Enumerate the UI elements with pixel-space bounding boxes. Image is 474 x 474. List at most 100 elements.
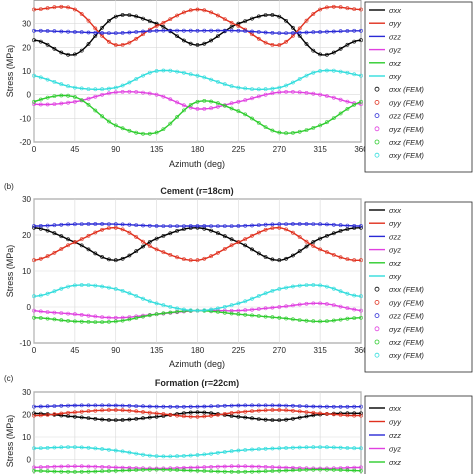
fem-marker-yy [352,413,357,418]
fem-marker-yz [66,464,71,469]
fem-marker-zz [290,222,295,226]
fem-marker-zz [141,223,145,228]
fem-marker-xx [311,413,316,418]
fem-marker-xz [338,317,343,322]
fem-marker-xz [359,99,363,104]
fem-marker-yz [86,313,91,318]
fem-marker-xx [161,24,166,29]
fem-marker-zz [93,30,98,35]
legend-entry-label: σxy [389,72,402,81]
fem-marker-xz [284,316,289,321]
legend-entry-label: σzz (FEM) [389,112,424,121]
fem-marker-xz [147,467,152,472]
fem-marker-xy [100,87,105,92]
fem-marker-xz [45,95,50,100]
fem-marker-xy [168,454,173,459]
fem-marker-xx [202,410,207,415]
fem-marker-xz [345,107,350,111]
legend-entry-label: σxx (FEM) [389,285,424,294]
fem-marker-xy [181,453,186,458]
fem-marker-xx [52,46,57,51]
fem-marker-xz [229,106,234,111]
fem-marker-zz [66,29,71,34]
legend-marker-swatch [374,326,380,332]
fem-marker-zz [175,224,180,229]
y-tick-label: -20 [19,138,31,147]
fem-marker-yy [161,412,166,416]
fem-marker-xy [141,452,145,457]
panel-c-legend: σxx σyy σzz σyz σxz [369,404,402,467]
fem-marker-xy [270,446,275,451]
fem-marker-xx [277,14,282,19]
fem-marker-xz [324,467,329,472]
fem-marker-zz [359,224,363,228]
fem-marker-xx [45,228,50,233]
fem-marker-yz [188,465,193,470]
fem-marker-zz [243,223,248,228]
fem-marker-xy [66,445,71,450]
fem-marker-yz [202,107,207,111]
fem-marker-yz [236,99,241,104]
fem-marker-zz [195,404,200,409]
fem-marker-yz [38,465,43,470]
fem-marker-xz [345,468,350,473]
fem-marker-xx [297,249,302,254]
fem-marker-yy [229,20,234,25]
fem-marker-yy [284,408,289,413]
fem-marker-xz [45,469,50,474]
fem-marker-yy [181,257,186,262]
fem-marker-xx [181,38,186,43]
fem-marker-zz [45,223,50,228]
fem-marker-xy [352,293,357,298]
fem-marker-xx [120,418,125,422]
fem-marker-xz [175,115,180,119]
fem-marker-xz [175,468,180,472]
fem-marker-xx [243,19,248,24]
y-tick-label: 20 [22,43,31,52]
legend-entry-label: σzz [389,32,401,41]
panel-c-series [32,403,363,474]
fem-marker-yz [331,95,336,100]
fem-marker-yy [113,225,118,230]
fem-marker-xz [222,310,227,315]
fem-marker-xz [209,469,214,474]
fem-marker-zz [250,403,254,408]
fem-marker-xx [100,25,105,30]
fem-marker-yy [250,233,254,238]
legend-entry-label: σyz [389,445,401,454]
fem-marker-xy [297,445,302,450]
fem-marker-xy [338,69,343,74]
fem-marker-zz [59,29,64,34]
fem-marker-yy [229,243,234,248]
fem-marker-yz [263,306,268,311]
fem-marker-zz [52,29,57,34]
fem-marker-yz [93,94,98,99]
fem-marker-zz [202,28,207,33]
fem-marker-yz [52,102,57,107]
fem-marker-yy [161,20,166,25]
fem-marker-xy [236,448,241,453]
fem-marker-yy [134,409,139,414]
fem-marker-xx [256,14,261,19]
series-line-zz [34,223,361,227]
fem-marker-xx [107,418,111,422]
fem-marker-zz [73,403,77,408]
x-tick-label: 135 [150,145,164,154]
legend-entry-label: σzz (FEM) [389,312,424,321]
fem-marker-xz [66,318,71,323]
fem-marker-zz [181,404,186,409]
fem-marker-xy [263,87,268,92]
fem-marker-xz [113,123,118,128]
fem-marker-zz [338,29,343,34]
fem-marker-yz [181,103,186,108]
fem-marker-zz [284,31,289,35]
fem-marker-xx [270,257,275,262]
fem-marker-yz [345,465,350,470]
fem-marker-yy [73,7,77,12]
fem-marker-yy [134,36,139,41]
fem-marker-xx [250,16,254,21]
fem-marker-xy [236,301,241,306]
legend-entry-label: σyz (FEM) [389,125,424,134]
fem-marker-xy [120,449,125,454]
fem-marker-xz [331,116,336,121]
